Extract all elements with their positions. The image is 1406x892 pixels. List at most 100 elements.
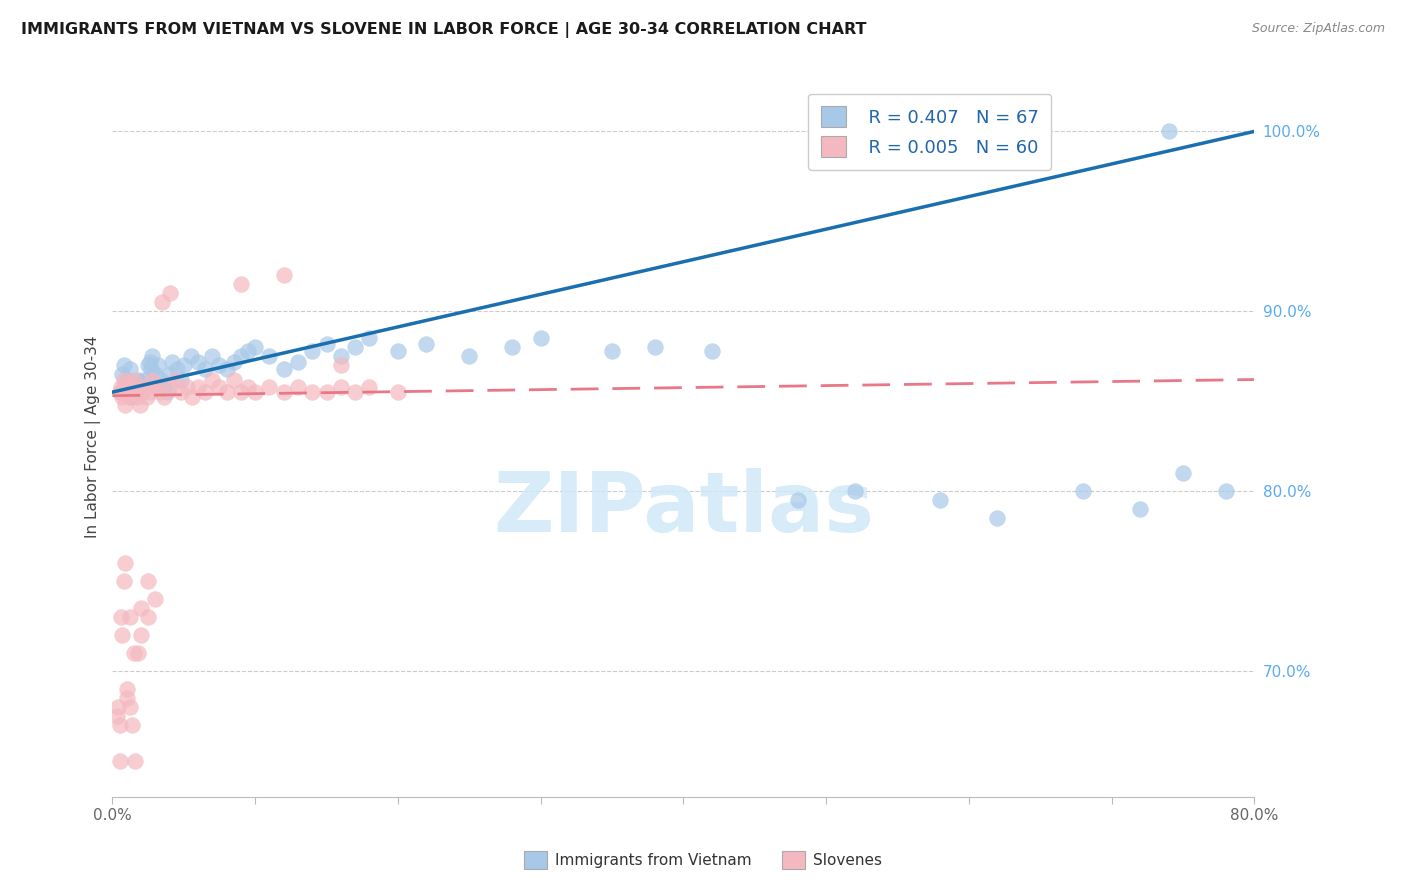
Point <box>165 372 187 386</box>
Point <box>156 385 179 400</box>
Point <box>120 391 142 405</box>
Point <box>159 380 181 394</box>
Point <box>114 380 136 394</box>
Point <box>118 610 141 624</box>
Point <box>259 349 281 363</box>
Point <box>150 295 173 310</box>
Point <box>329 349 352 363</box>
Point <box>215 361 238 376</box>
Point <box>122 646 145 660</box>
Point <box>315 385 337 400</box>
Point <box>273 361 295 376</box>
Legend: Immigrants from Vietnam, Slovenes: Immigrants from Vietnam, Slovenes <box>519 845 887 875</box>
Point <box>115 690 138 705</box>
Point <box>136 358 159 372</box>
Point <box>329 358 352 372</box>
Point <box>149 372 172 386</box>
Point <box>243 340 266 354</box>
Point <box>110 380 132 394</box>
Point <box>236 343 259 358</box>
Point <box>118 391 141 405</box>
Point <box>107 699 129 714</box>
Point <box>125 385 148 400</box>
Point <box>143 591 166 606</box>
Point <box>162 354 184 368</box>
Point <box>108 754 131 768</box>
Point <box>180 349 202 363</box>
Point <box>111 391 134 405</box>
Point <box>118 699 141 714</box>
Point <box>187 380 209 394</box>
Point <box>344 340 367 354</box>
Point <box>187 354 209 368</box>
Point <box>112 372 135 386</box>
Point <box>112 358 135 372</box>
Point <box>134 380 156 394</box>
Point <box>600 343 623 358</box>
Point <box>1157 124 1180 138</box>
Point <box>108 385 131 400</box>
Point <box>108 718 131 732</box>
Y-axis label: In Labor Force | Age 30-34: In Labor Force | Age 30-34 <box>86 335 101 538</box>
Point <box>111 367 134 381</box>
Point <box>159 367 181 381</box>
Point <box>153 380 176 394</box>
Point <box>111 628 134 642</box>
Point <box>129 628 152 642</box>
Point <box>146 358 169 372</box>
Point <box>148 385 170 400</box>
Point <box>301 385 323 400</box>
Point <box>115 385 138 400</box>
Point <box>114 398 136 412</box>
Point <box>1071 483 1094 498</box>
Point <box>287 354 309 368</box>
Point <box>122 384 145 398</box>
Point <box>201 372 224 386</box>
Point <box>229 385 252 400</box>
Point <box>501 340 523 354</box>
Point <box>170 385 193 400</box>
Point <box>112 574 135 588</box>
Point <box>143 380 166 394</box>
Point <box>120 380 142 394</box>
Point <box>287 380 309 394</box>
Point <box>153 391 176 405</box>
Point <box>1171 466 1194 480</box>
Point <box>1215 483 1237 498</box>
Point <box>135 391 157 405</box>
Point <box>124 385 146 400</box>
Point <box>127 372 149 386</box>
Text: IMMIGRANTS FROM VIETNAM VS SLOVENE IN LABOR FORCE | AGE 30-34 CORRELATION CHART: IMMIGRANTS FROM VIETNAM VS SLOVENE IN LA… <box>21 22 866 38</box>
Text: ZIPatlas: ZIPatlas <box>494 468 875 549</box>
Point <box>122 372 145 386</box>
Point <box>132 380 155 394</box>
Point <box>166 361 188 376</box>
Point <box>115 681 138 696</box>
Point <box>222 372 245 386</box>
Point <box>458 349 481 363</box>
Point <box>315 336 337 351</box>
Point <box>138 385 160 400</box>
Point <box>118 361 141 376</box>
Point <box>194 385 217 400</box>
Point <box>986 511 1008 525</box>
Point <box>141 372 163 386</box>
Point <box>131 385 153 400</box>
Point <box>415 336 437 351</box>
Point <box>222 354 245 368</box>
Point <box>127 646 149 660</box>
Point <box>128 380 150 394</box>
Point <box>136 574 159 588</box>
Point <box>143 367 166 381</box>
Point <box>176 380 198 394</box>
Point <box>243 385 266 400</box>
Point <box>929 493 952 508</box>
Point <box>844 483 866 498</box>
Point <box>127 380 149 394</box>
Point <box>181 391 204 405</box>
Point <box>159 286 181 301</box>
Point <box>138 354 160 368</box>
Point <box>115 372 138 386</box>
Point <box>121 718 143 732</box>
Point <box>229 349 252 363</box>
